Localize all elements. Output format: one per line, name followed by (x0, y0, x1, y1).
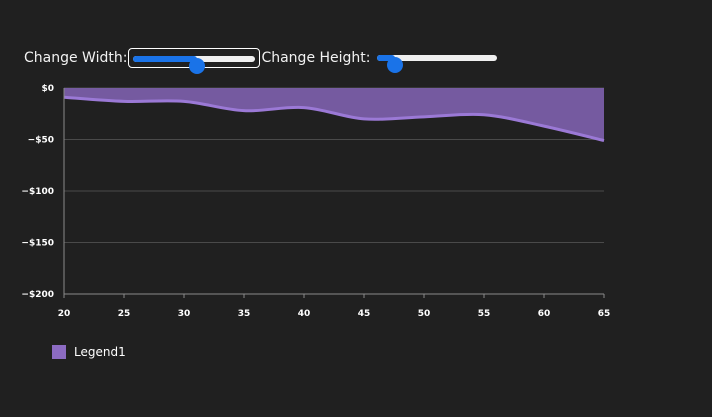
height-slider-thumb[interactable] (386, 57, 403, 73)
x-tick-label: 40 (298, 309, 311, 319)
x-tick-label: 20 (58, 309, 71, 319)
tick-labels: $0 −$50 −$100 −$150 −$200 20 25 30 35 40 45 50 55 60 6… (21, 84, 610, 319)
y-tick-label: −$200 (21, 290, 54, 300)
x-tick-label: 65 (598, 309, 611, 319)
width-slider-track[interactable] (133, 56, 256, 74)
y-tick-label: −$150 (21, 239, 54, 249)
height-slider-track[interactable] (376, 55, 497, 73)
height-label: Change Height: (261, 50, 371, 66)
legend: Legend1 (52, 345, 126, 359)
area-series (63, 88, 605, 142)
x-tick-label: 55 (478, 309, 491, 319)
width-slider-thumb[interactable] (188, 58, 205, 74)
x-tick-label: 25 (118, 309, 131, 319)
legend-swatch (52, 345, 66, 359)
width-slider[interactable] (128, 48, 261, 74)
x-tick-label: 45 (358, 309, 371, 319)
height-slider-fill (376, 55, 395, 61)
x-tick-label: 50 (418, 309, 431, 319)
x-tick-label: 35 (238, 309, 251, 319)
area-fill (64, 88, 604, 141)
width-slider-fill (133, 56, 197, 62)
y-tick-label: −$100 (21, 187, 54, 197)
y-tick-label: −$50 (28, 136, 54, 146)
y-tick-label: $0 (41, 84, 54, 94)
x-tick-label: 30 (178, 309, 191, 319)
chart-controls: Change Width: Change Height: (24, 47, 501, 74)
legend-label: Legend1 (74, 345, 126, 359)
series-line (63, 95, 605, 142)
x-tick-label: 60 (538, 309, 551, 319)
axes (63, 88, 605, 298)
height-slider[interactable] (373, 48, 501, 73)
width-label: Change Width: (24, 50, 128, 66)
